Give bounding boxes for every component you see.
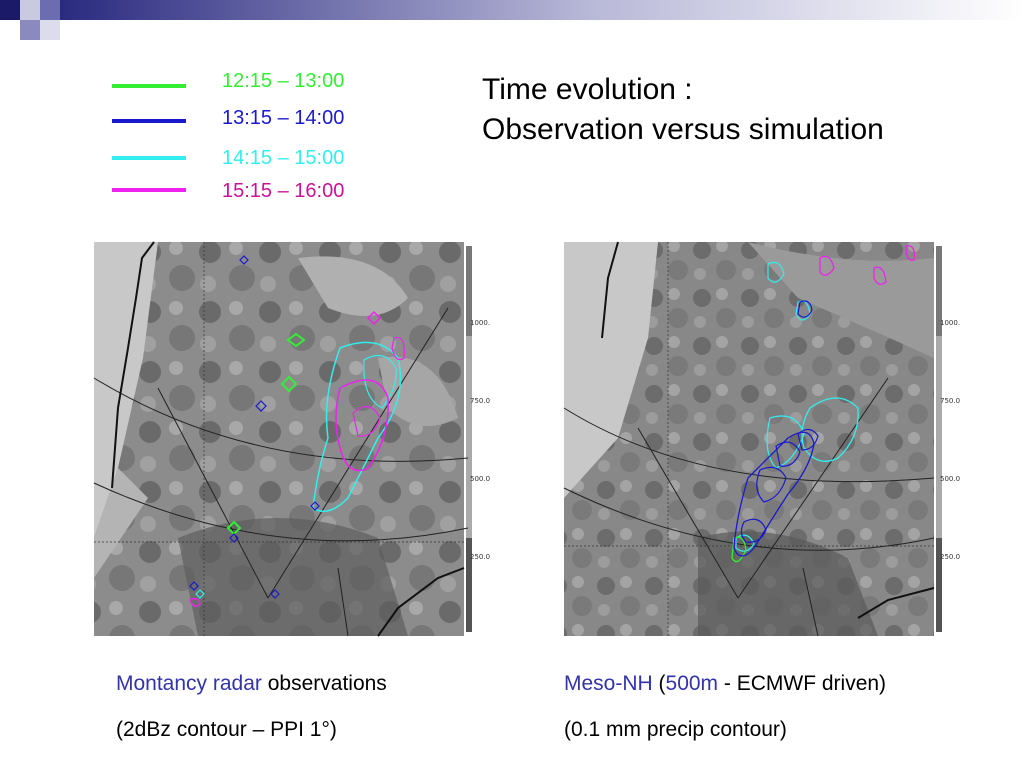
observation-caption-line2: (2dBz contour – PPI 1°) (116, 718, 337, 741)
right-colorbar-tick-2: 750.0 (940, 397, 961, 405)
legend-label-1: 12:15 – 13:00 (222, 70, 345, 92)
legend-line-green (112, 84, 186, 88)
left-colorbar-tick-1: 1000. (470, 319, 491, 327)
title-line-2: Observation versus simulation (482, 113, 884, 146)
simulation-map (563, 241, 942, 637)
simulation-caption: Meso-NH (500m - ECMWF driven) (564, 670, 886, 698)
simulation-caption-rest: - ECMWF driven) (718, 672, 887, 695)
legend-line-blue (112, 119, 186, 123)
legend-line-cyan (112, 156, 186, 160)
legend-label-2: 13:15 – 14:00 (222, 107, 345, 129)
legend-label-3: 14:15 – 15:00 (222, 147, 345, 169)
simulation-caption-open: ( (652, 672, 666, 695)
header-decoration (0, 0, 1024, 40)
title-line-1: Time evolution : (482, 73, 693, 106)
simulation-caption-line2: (0.1 mm precip contour) (564, 718, 787, 741)
slide-title: Time evolution : Observation versus simu… (482, 70, 884, 150)
right-colorbar-tick-4: 250.0 (940, 553, 961, 561)
legend-label-4: 15:15 – 16:00 (222, 180, 345, 202)
left-colorbar-tick-4: 250.0 (470, 553, 491, 561)
right-colorbar-tick-1: 1000. (940, 319, 961, 327)
observation-caption: Montancy radar observations (116, 670, 387, 698)
legend-line-magenta (112, 188, 186, 192)
right-colorbar-tick-3: 500.0 (940, 475, 961, 483)
observation-map (93, 241, 472, 637)
observation-caption-name: Montancy radar (116, 672, 262, 695)
left-colorbar-tick-2: 750.0 (470, 397, 491, 405)
simulation-caption-name: Meso-NH (564, 672, 653, 695)
simulation-caption-res: 500m (665, 672, 719, 695)
left-colorbar-tick-3: 500.0 (470, 475, 491, 483)
observation-caption-rest: observations (261, 672, 387, 695)
